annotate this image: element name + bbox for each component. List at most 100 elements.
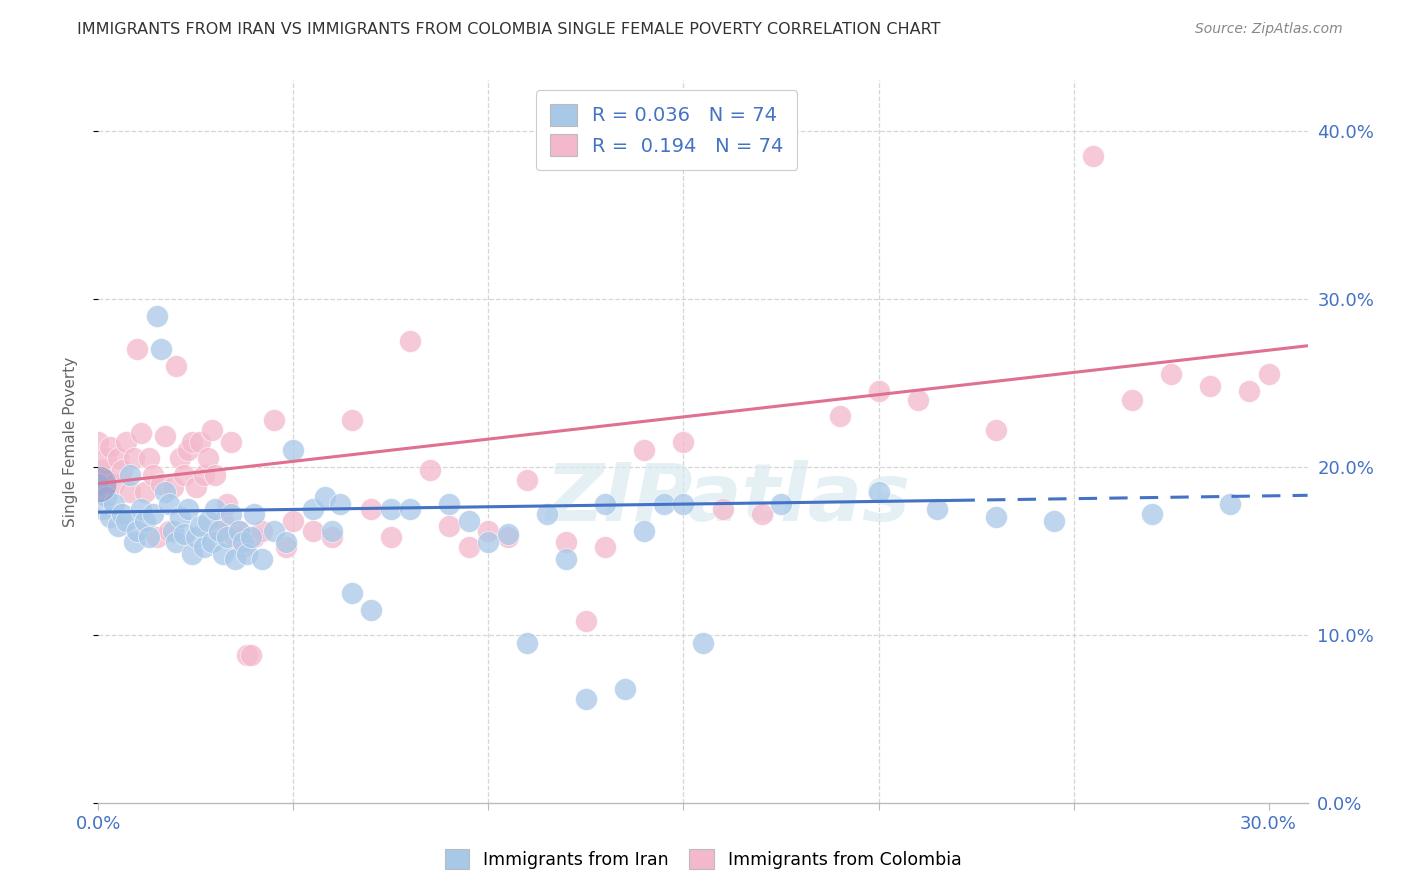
Point	[477, 535, 499, 549]
Point	[555, 552, 578, 566]
Point	[252, 552, 274, 566]
Point	[188, 518, 211, 533]
Point	[204, 501, 226, 516]
Point	[516, 636, 538, 650]
Point	[173, 527, 195, 541]
Point	[91, 501, 114, 516]
Point	[380, 501, 402, 516]
Point	[224, 530, 246, 544]
Point	[496, 527, 519, 541]
Text: ZIPatlas: ZIPatlas	[544, 460, 910, 539]
Point	[458, 541, 481, 555]
Point	[208, 524, 231, 538]
Point	[188, 434, 211, 449]
Point	[122, 451, 145, 466]
Point	[131, 426, 153, 441]
Point	[142, 468, 165, 483]
Point	[193, 541, 215, 555]
Point	[477, 524, 499, 538]
Point	[595, 541, 617, 555]
Point	[87, 476, 110, 491]
Point	[380, 530, 402, 544]
Point	[595, 497, 617, 511]
Point	[283, 514, 305, 528]
Point	[193, 468, 215, 483]
Point	[228, 524, 250, 538]
Point	[200, 423, 222, 437]
Point	[283, 442, 305, 457]
Point	[399, 334, 422, 348]
Point	[169, 510, 191, 524]
Point	[252, 524, 274, 538]
Point	[173, 468, 195, 483]
Point	[263, 413, 285, 427]
Point	[274, 541, 297, 555]
Point	[197, 451, 219, 466]
Point	[1219, 497, 1241, 511]
Point	[87, 476, 110, 491]
Point	[217, 530, 239, 544]
Y-axis label: Single Female Poverty: Single Female Poverty	[63, 357, 77, 526]
Point	[868, 485, 890, 500]
Point	[575, 691, 598, 706]
Point	[165, 535, 187, 549]
Point	[925, 501, 948, 516]
Point	[614, 681, 637, 696]
Point	[984, 423, 1007, 437]
Point	[1081, 149, 1104, 163]
Text: IMMIGRANTS FROM IRAN VS IMMIGRANTS FROM COLOMBIA SINGLE FEMALE POVERTY CORRELATI: IMMIGRANTS FROM IRAN VS IMMIGRANTS FROM …	[77, 22, 941, 37]
Point	[208, 524, 231, 538]
Point	[711, 501, 734, 516]
Point	[235, 648, 257, 662]
Point	[169, 451, 191, 466]
Point	[134, 485, 156, 500]
Point	[118, 468, 141, 483]
Point	[1043, 514, 1066, 528]
Point	[217, 497, 239, 511]
Point	[243, 507, 266, 521]
Point	[340, 413, 363, 427]
Point	[340, 586, 363, 600]
Point	[1140, 507, 1163, 521]
Point	[153, 485, 176, 500]
Point	[212, 547, 235, 561]
Point	[146, 530, 169, 544]
Point	[181, 547, 204, 561]
Point	[907, 392, 929, 407]
Point	[181, 434, 204, 449]
Point	[239, 648, 262, 662]
Point	[360, 602, 382, 616]
Point	[232, 541, 254, 555]
Point	[516, 473, 538, 487]
Point	[103, 476, 125, 491]
Point	[1160, 368, 1182, 382]
Point	[302, 524, 325, 538]
Point	[633, 524, 655, 538]
Point	[157, 497, 180, 511]
Point	[263, 524, 285, 538]
Point	[769, 497, 792, 511]
Point	[235, 547, 257, 561]
Point	[153, 429, 176, 443]
Point	[360, 501, 382, 516]
Point	[96, 451, 118, 466]
Point	[224, 552, 246, 566]
Point	[114, 514, 136, 528]
Point	[1257, 368, 1279, 382]
Point	[652, 497, 675, 511]
Point	[118, 485, 141, 500]
Point	[751, 507, 773, 521]
Legend: Immigrants from Iran, Immigrants from Colombia: Immigrants from Iran, Immigrants from Co…	[437, 842, 969, 876]
Point	[91, 463, 114, 477]
Point	[239, 530, 262, 544]
Point	[138, 451, 160, 466]
Point	[177, 442, 200, 457]
Point	[575, 615, 598, 629]
Point	[162, 524, 184, 538]
Point	[122, 535, 145, 549]
Point	[162, 480, 184, 494]
Point	[329, 497, 352, 511]
Point	[149, 476, 172, 491]
Point	[458, 514, 481, 528]
Point	[321, 524, 343, 538]
